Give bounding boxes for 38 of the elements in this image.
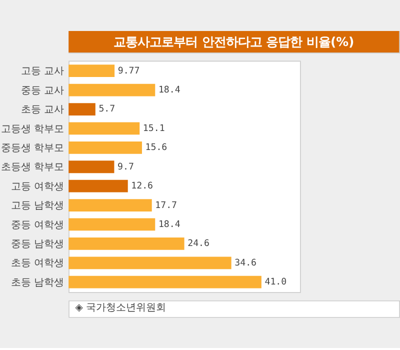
- bar: [68, 141, 142, 154]
- bar: [68, 103, 96, 116]
- text: ◈ 국가청소년위원회: [75, 302, 166, 314]
- data-label: 41.0: [264, 278, 287, 288]
- bar: [68, 237, 184, 250]
- y-tick-label: 초등 남학생: [10, 277, 64, 288]
- data-label: 9.7: [118, 162, 134, 172]
- y-tick-label: 중등 여학생: [10, 220, 64, 231]
- data-label: 12.6: [131, 182, 154, 192]
- bar: [68, 199, 152, 212]
- y-tick-label: 초등 여학생: [10, 258, 64, 270]
- y-tick-label: 초등생 학부모: [0, 162, 64, 174]
- bar: [68, 64, 115, 78]
- y-tick-label: 중등생 학부모: [0, 142, 64, 154]
- y-tick-label: 중등 교사: [20, 85, 64, 96]
- chart-title: 교통사고로부터 안전하다고 응답한 비율(%): [114, 34, 354, 49]
- bar: [68, 180, 128, 192]
- data-label: 9.77: [118, 66, 140, 76]
- y-tick-label: 고등 교사: [20, 66, 64, 78]
- bar: [68, 160, 114, 174]
- data-label: 18.4: [158, 86, 181, 96]
- y-tick-label: 중등 남학생: [10, 239, 64, 250]
- data-label: 17.7: [155, 200, 178, 211]
- data-label: 5.7: [98, 104, 116, 115]
- data-label: 18.4: [158, 220, 181, 230]
- bar: [68, 84, 156, 96]
- y-tick-label: 초등 교사: [20, 104, 64, 116]
- y-tick-label: 고등 남학생: [10, 200, 64, 212]
- bar: [68, 256, 232, 270]
- data-label: 15.1: [142, 124, 165, 134]
- bar: [68, 276, 262, 288]
- bar: [68, 218, 156, 231]
- y-tick-label: 고등생 학부모: [0, 124, 64, 135]
- data-label: 24.6: [188, 239, 210, 250]
- data-label: 34.6: [234, 258, 257, 268]
- y-tick-label: 고등 여학생: [10, 181, 64, 192]
- bar: [68, 122, 140, 135]
- data-label: 15.6: [145, 143, 168, 154]
